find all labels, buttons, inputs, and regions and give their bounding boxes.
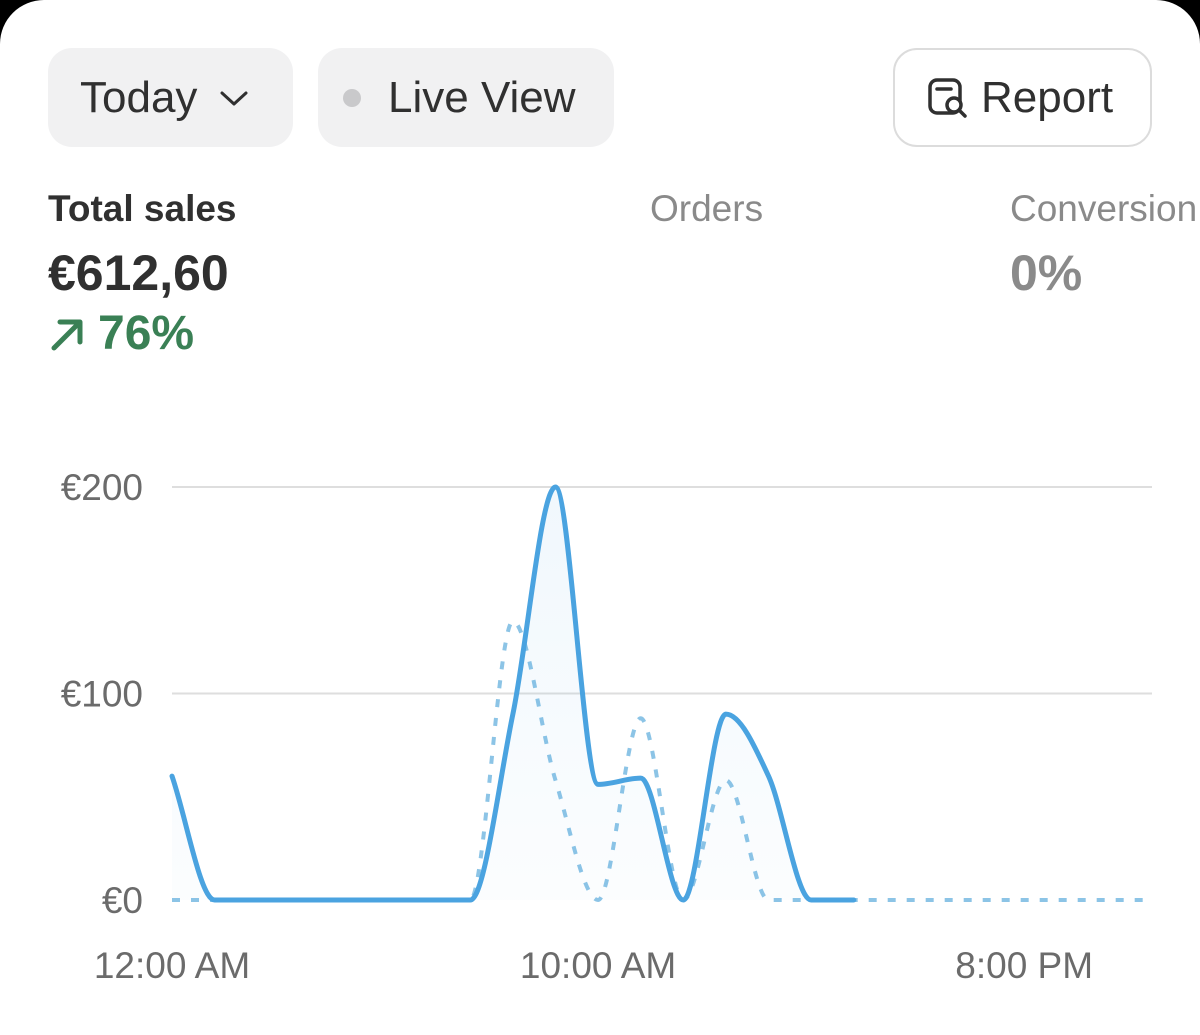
area-fill	[172, 487, 854, 900]
y-tick-label: €100	[61, 674, 143, 715]
chevron-icon	[220, 91, 248, 105]
report-label: Report	[981, 72, 1114, 122]
report-button[interactable]: Report	[893, 48, 1152, 147]
report-icon	[928, 77, 967, 118]
x-tick-label: 12:00 AM	[94, 945, 250, 986]
y-tick-label: €0	[102, 880, 143, 921]
metric-label[interactable]: Total sales	[48, 188, 237, 229]
live-view-label: Live View	[388, 72, 576, 122]
metric-change: 76%	[48, 306, 194, 361]
period-label: Today	[80, 72, 198, 122]
metric-label[interactable]: Orders	[650, 188, 764, 229]
period-selector[interactable]: Today	[48, 48, 293, 147]
change-value: 76%	[98, 307, 195, 360]
metric-value: 0%	[1010, 245, 1083, 301]
status-dot	[343, 88, 361, 107]
metric-value: €612,60	[48, 245, 229, 301]
series-line	[169, 484, 857, 903]
metric-label[interactable]: Conversion	[1010, 188, 1198, 229]
x-tick-label: 8:00 PM	[955, 945, 1093, 986]
x-tick-label: 10:00 AM	[520, 945, 676, 986]
live-view-button[interactable]: Live View	[318, 48, 614, 147]
y-tick-label: €200	[61, 467, 143, 508]
up-arrow-icon	[51, 319, 83, 350]
